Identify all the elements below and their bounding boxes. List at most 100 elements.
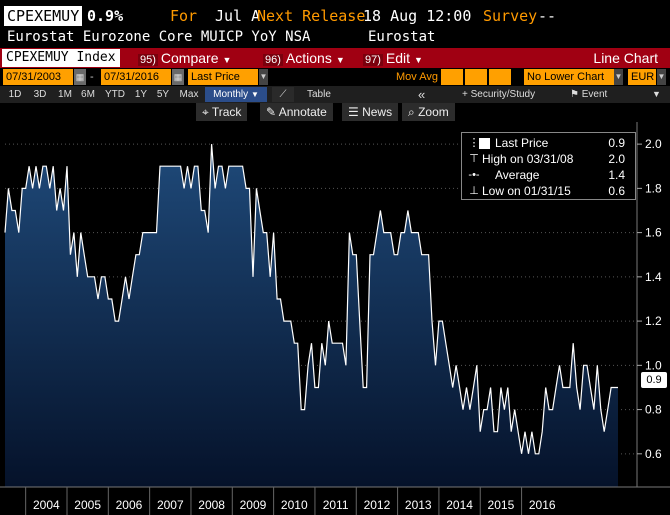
data-point xyxy=(252,276,253,277)
data-point xyxy=(283,321,284,322)
edit-button[interactable]: 97) Edit ▼ xyxy=(363,48,423,68)
period-1y[interactable]: 1Y xyxy=(134,89,148,100)
data-point xyxy=(411,232,412,233)
data-point xyxy=(163,166,164,167)
data-point xyxy=(25,188,26,189)
actions-number: 96) xyxy=(263,54,283,66)
mov-avg-field-1[interactable] xyxy=(441,69,463,85)
y-tick-label: 2.0 xyxy=(645,137,662,151)
zoom-button[interactable]: ⌕ Zoom xyxy=(402,103,455,121)
chevron-down-icon[interactable]: ▼ xyxy=(652,89,661,99)
security-description: Eurostat Eurozone Core MUICP YoY NSA xyxy=(7,29,311,45)
mov-avg-field-2[interactable] xyxy=(465,69,487,85)
x-tick-label: 2007 xyxy=(157,498,184,512)
chevron-down-icon[interactable]: ▼ xyxy=(657,69,666,85)
data-point xyxy=(218,166,219,167)
start-date-field[interactable]: 07/31/2003 xyxy=(3,69,73,85)
data-point xyxy=(425,254,426,255)
data-point xyxy=(277,298,278,299)
data-point xyxy=(504,409,505,410)
data-point xyxy=(514,409,515,410)
data-point xyxy=(576,387,577,388)
end-date-field[interactable]: 07/31/2016 xyxy=(101,69,171,85)
data-point xyxy=(156,232,157,233)
table-button[interactable]: Table xyxy=(307,89,331,100)
news-button[interactable]: ☰ News xyxy=(342,103,399,121)
compare-label: Compare xyxy=(160,50,219,66)
last-price-badge: 0.9 xyxy=(641,372,667,388)
currency-select[interactable]: EUR xyxy=(628,69,656,85)
data-point xyxy=(29,166,30,167)
data-point xyxy=(111,298,112,299)
data-point xyxy=(232,166,233,167)
frequency-button[interactable]: Monthly ▼ xyxy=(205,87,267,102)
calendar-icon[interactable]: ▦ xyxy=(172,69,184,85)
data-point xyxy=(511,431,512,432)
annotate-button[interactable]: ✎ Annotate xyxy=(260,103,333,121)
data-point xyxy=(128,298,129,299)
collapse-button[interactable]: « xyxy=(418,87,426,102)
data-point xyxy=(376,232,377,233)
data-point xyxy=(483,409,484,410)
data-point xyxy=(108,298,109,299)
data-point xyxy=(390,232,391,233)
data-point xyxy=(4,232,5,233)
data-point xyxy=(569,387,570,388)
actions-label: Actions xyxy=(285,50,332,66)
data-point xyxy=(600,409,601,410)
period-3d[interactable]: 3D xyxy=(33,89,47,100)
chevron-down-icon: ▼ xyxy=(222,55,232,65)
field-select[interactable]: Last Price xyxy=(188,69,258,85)
period-1d[interactable]: 1D xyxy=(8,89,22,100)
data-point xyxy=(352,254,353,255)
data-point xyxy=(125,276,126,277)
data-point xyxy=(542,431,543,432)
compare-button[interactable]: 95) Compare ▼ xyxy=(138,48,231,68)
index-field[interactable]: CPEXEMUY Index xyxy=(2,49,120,67)
data-point xyxy=(42,166,43,167)
chevron-down-icon[interactable]: ▼ xyxy=(614,69,623,85)
data-point xyxy=(438,321,439,322)
average-marker-icon: -•- xyxy=(468,169,480,181)
event-button[interactable]: ⚑ Event xyxy=(570,86,607,103)
period-5y[interactable]: 5Y xyxy=(156,89,170,100)
track-button[interactable]: ⌖ Track xyxy=(196,103,248,121)
chart-legend[interactable]: ⋮ Last Price 0.9 ⊤ High on 03/31/08 2.0 … xyxy=(461,132,636,200)
period-ytd[interactable]: YTD xyxy=(105,89,125,100)
for-label: For xyxy=(170,7,198,25)
mov-avg-field-3[interactable] xyxy=(489,69,511,85)
event-label: Event xyxy=(581,89,608,100)
survey-label: Survey xyxy=(483,7,538,25)
data-point xyxy=(270,276,271,277)
period-1m[interactable]: 1M xyxy=(58,89,72,100)
data-point xyxy=(617,387,618,388)
ticker-label[interactable]: CPEXEMUY xyxy=(4,6,83,26)
chevron-down-icon: ▼ xyxy=(335,55,345,65)
x-axis-band xyxy=(0,487,670,515)
data-point xyxy=(135,254,136,255)
legend-swatch-icon xyxy=(479,138,490,149)
security-description-row: Eurostat Eurozone Core MUICP YoY NSA Eur… xyxy=(0,27,670,47)
security-study-button[interactable]: + Security/Study xyxy=(462,86,535,103)
data-point xyxy=(22,188,23,189)
y-tick-label: 0.6 xyxy=(645,447,662,461)
data-point xyxy=(586,365,587,366)
data-point xyxy=(104,276,105,277)
actions-button[interactable]: 96) Actions ▼ xyxy=(263,48,345,68)
data-point xyxy=(159,166,160,167)
data-point xyxy=(80,232,81,233)
x-tick-label: 2004 xyxy=(33,498,60,512)
period-6m[interactable]: 6M xyxy=(81,89,95,100)
data-point xyxy=(507,387,508,388)
data-point xyxy=(290,321,291,322)
data-point xyxy=(46,166,47,167)
chevron-down-icon[interactable]: ▼ xyxy=(259,69,268,85)
data-point xyxy=(15,210,16,211)
data-point xyxy=(335,343,336,344)
data-point xyxy=(538,453,539,454)
calendar-icon[interactable]: ▦ xyxy=(74,69,86,85)
line-chart-icon[interactable]: ⟋ xyxy=(272,87,294,102)
lower-chart-select[interactable]: No Lower Chart xyxy=(524,69,614,85)
period-max[interactable]: Max xyxy=(179,89,199,100)
